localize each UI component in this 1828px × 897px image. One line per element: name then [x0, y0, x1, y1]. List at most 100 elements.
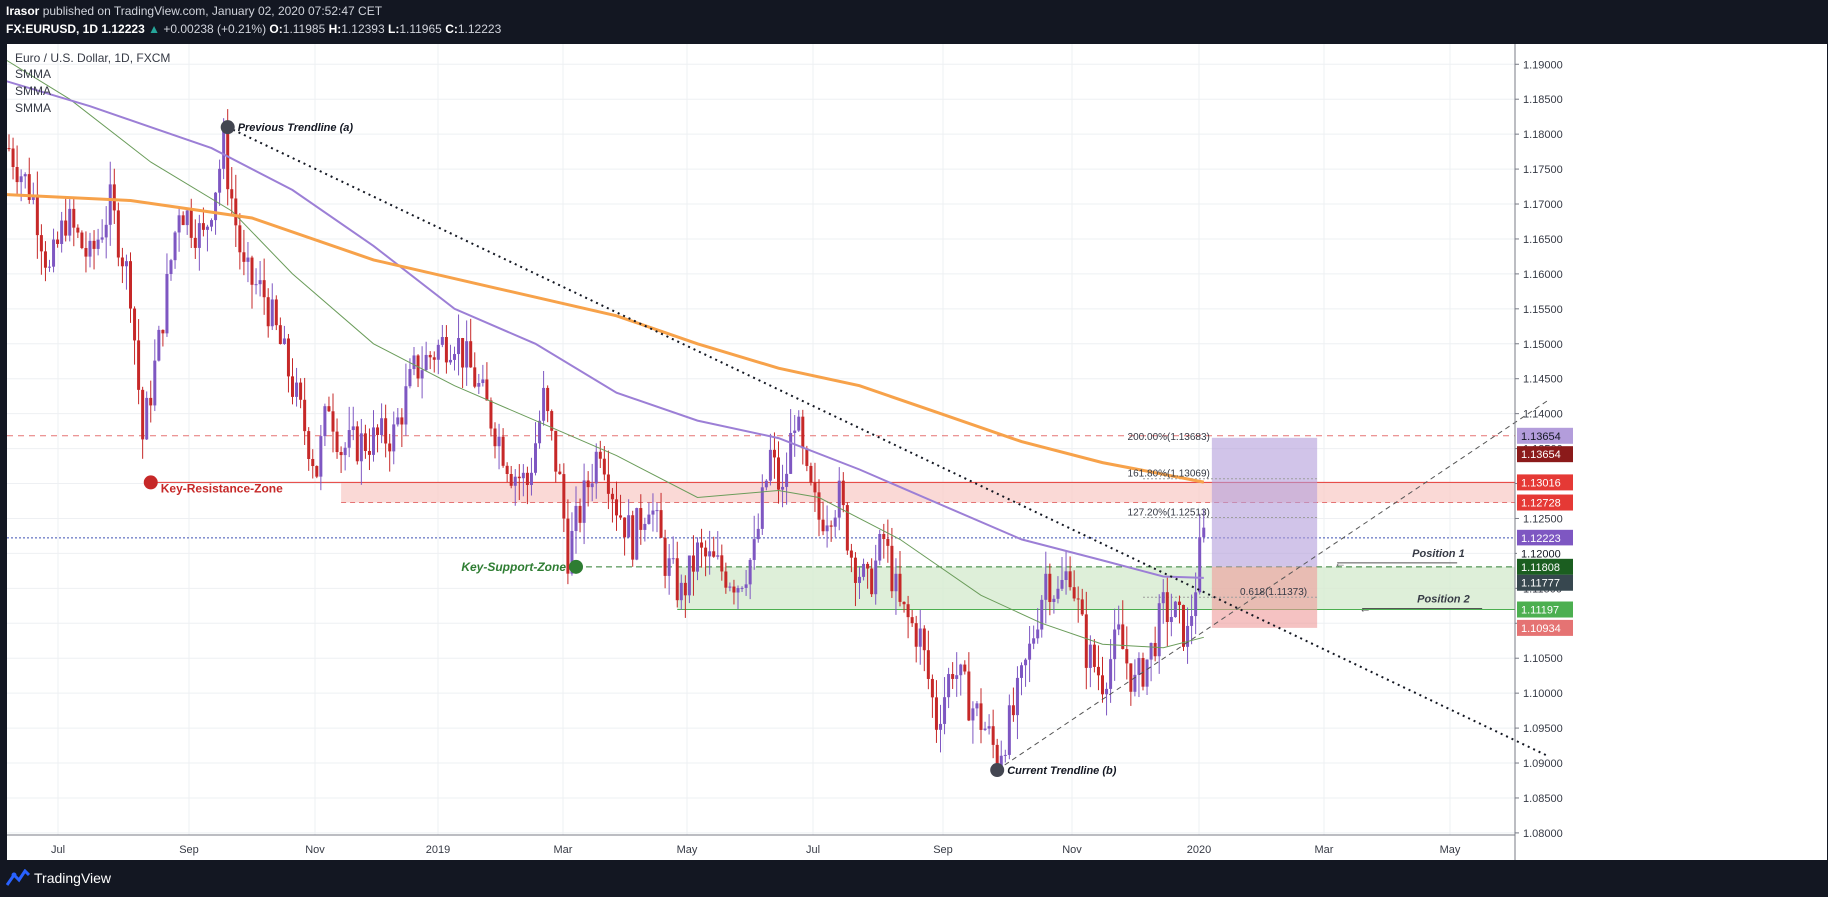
candle-body: [837, 480, 841, 518]
candle-body: [870, 568, 874, 595]
candle-body: [797, 416, 801, 431]
candle-body: [1060, 579, 1064, 589]
candle-body: [1202, 527, 1206, 538]
candle-body: [307, 431, 311, 459]
candle-body: [15, 167, 19, 183]
footer-bar: TradingView: [0, 860, 1828, 897]
candle-body: [493, 428, 497, 447]
candle-body: [311, 458, 315, 467]
candle-body: [934, 697, 938, 730]
high-label: H:: [328, 22, 342, 36]
candle-body: [926, 650, 930, 679]
candle-body: [193, 237, 197, 248]
candle-body: [627, 515, 631, 538]
candle-body: [793, 430, 797, 433]
axes: 1.19000 1.18500 1.18000 1.17500 1.17000 1.165…: [7, 44, 1573, 860]
candle-body: [558, 471, 562, 475]
candle-body: [319, 436, 323, 477]
candle-body: [424, 354, 428, 371]
candle-body: [663, 537, 667, 576]
candle-body: [647, 514, 651, 524]
fib-161-label: 161.80%(1.13069): [1128, 469, 1210, 480]
x-tick-label: Mar: [554, 844, 573, 856]
candle-body: [461, 338, 465, 368]
candle-body: [801, 416, 805, 449]
candle-body: [813, 482, 817, 493]
candle-body: [339, 452, 343, 456]
publisher-name[interactable]: Irasor: [6, 4, 40, 18]
position2-arrowhead: ←: [1359, 602, 1371, 616]
candle-body: [821, 519, 825, 532]
candle-body: [760, 487, 764, 529]
chart-area[interactable]: Previous Trendline (a) Current Trendline …: [0, 44, 1827, 860]
candle-body: [866, 563, 870, 569]
candle-body: [894, 573, 898, 592]
candle-body: [902, 601, 906, 605]
candle-body: [428, 354, 432, 358]
candle-body: [845, 505, 849, 551]
candle-body: [939, 723, 942, 730]
candle-body: [1133, 674, 1137, 692]
candle-body: [983, 728, 987, 730]
y-tick-label: 1.12500: [1523, 513, 1563, 525]
candle-body: [380, 418, 384, 436]
candle-body: [550, 411, 554, 431]
candle-body: [566, 518, 570, 574]
candle-body: [805, 448, 809, 466]
position1-label: Position 1: [1412, 548, 1465, 560]
brand-label[interactable]: TradingView: [34, 870, 112, 886]
x-tick-label: Jul: [51, 844, 65, 856]
y-tick-label: 1.09500: [1523, 723, 1563, 735]
y-tick-label: 1.09000: [1523, 758, 1563, 770]
candle-body: [19, 176, 23, 183]
candle-body: [457, 338, 461, 355]
candle-body: [1076, 598, 1080, 600]
y-tick-label: 1.16000: [1523, 269, 1563, 281]
candle-body: [947, 674, 951, 698]
candle-body: [400, 417, 404, 425]
moving-averages: [0, 55, 1205, 649]
candle-body: [343, 447, 347, 456]
candle-body: [303, 399, 307, 432]
y-tick-label: 1.19000: [1523, 59, 1563, 71]
candle-body: [756, 528, 760, 540]
candle-body: [554, 430, 558, 472]
candle-body: [453, 354, 456, 360]
candle-body: [513, 476, 517, 486]
trendlines: [227, 126, 1549, 771]
candle-body: [96, 239, 100, 249]
candle-body: [270, 299, 274, 327]
candle-body: [129, 261, 132, 309]
candle-body: [1165, 592, 1169, 623]
candle-body: [967, 671, 971, 721]
candle-body: [772, 449, 776, 458]
candle-body: [1169, 617, 1173, 623]
candle-body: [882, 534, 886, 540]
candle-body: [444, 337, 448, 363]
candle-body: [278, 325, 282, 345]
candle-body: [100, 237, 104, 240]
fib-200-label: 200.00%(1.13683): [1128, 432, 1210, 443]
current-trendline-marker: [990, 763, 1005, 778]
price-chart[interactable]: Previous Trendline (a) Current Trendline …: [0, 44, 1827, 860]
candle-body: [1101, 675, 1104, 695]
candle-body: [222, 131, 226, 169]
candle-body: [683, 582, 687, 596]
previous-trendline-marker: [220, 120, 235, 135]
candle-body: [1105, 688, 1109, 695]
candles: [7, 109, 1206, 777]
candle-body: [979, 703, 983, 730]
candle-body: [712, 551, 716, 557]
candle-body: [7, 148, 11, 150]
candle-body: [679, 582, 683, 601]
candle-body: [542, 387, 546, 421]
candle-body: [639, 508, 643, 530]
smma-fast-line: [0, 55, 1204, 649]
candle-body: [999, 755, 1003, 768]
tradingview-logo-icon[interactable]: [6, 869, 30, 887]
candle-body: [295, 382, 299, 397]
price-label-box: [1517, 446, 1573, 463]
candle-body: [384, 418, 388, 444]
price-label-box: [1517, 601, 1573, 618]
candle-body: [388, 443, 392, 452]
